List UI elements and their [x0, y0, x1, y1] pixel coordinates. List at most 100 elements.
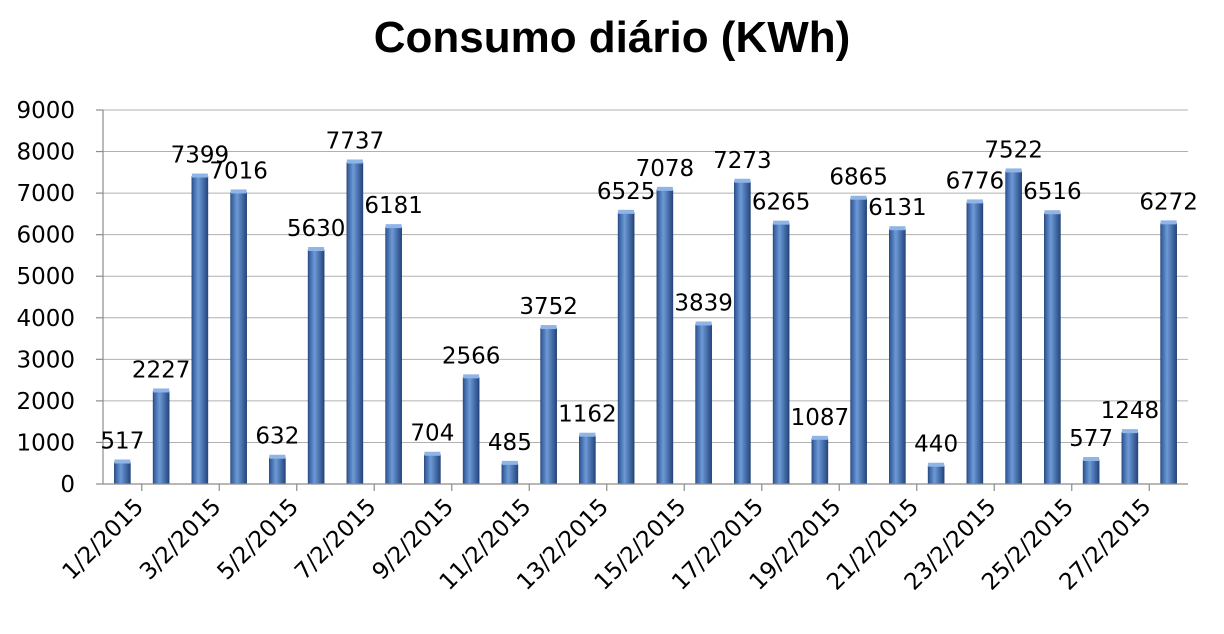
- bar: [191, 176, 209, 485]
- bar-cap: [463, 374, 480, 379]
- bar-cap: [385, 224, 402, 229]
- data-label: 2227: [132, 357, 191, 383]
- chart-title: Consumo diário (KWh): [374, 13, 851, 62]
- bar: [1005, 171, 1022, 485]
- axes: [102, 110, 1188, 485]
- bars: [114, 159, 1177, 485]
- data-label: 7078: [636, 156, 695, 182]
- x-tick-label: 5/2/2015: [213, 494, 304, 585]
- bar: [1160, 223, 1177, 485]
- bar-cap: [269, 454, 286, 459]
- data-label: 2566: [442, 343, 501, 369]
- bar: [579, 435, 596, 485]
- bar: [966, 202, 984, 485]
- bar-cap: [811, 435, 828, 440]
- data-label: 704: [410, 421, 454, 447]
- y-tick-label: 9000: [16, 98, 75, 124]
- data-label: 6131: [868, 195, 927, 221]
- bar: [734, 181, 751, 485]
- x-tick-label: 3/2/2015: [135, 494, 226, 585]
- data-label: 6865: [829, 165, 888, 191]
- bar-cap: [424, 451, 441, 456]
- bar: [889, 228, 906, 485]
- y-tick-label: 7000: [16, 181, 75, 207]
- data-label: 632: [255, 424, 299, 450]
- data-label: 3752: [519, 294, 578, 320]
- y-tick-label: 0: [60, 472, 75, 498]
- data-label: 517: [100, 429, 144, 455]
- y-tick-labels: 0 1000 2000 3000 4000 5000 6000 7000 8000 9000: [16, 98, 103, 498]
- bar: [617, 212, 635, 485]
- bar: [772, 223, 790, 485]
- bar-cap: [191, 173, 208, 178]
- bar: [811, 438, 829, 485]
- y-tick-label: 5000: [16, 264, 75, 290]
- bar-cap: [773, 220, 790, 225]
- y-tick-label: 6000: [16, 223, 75, 249]
- data-label: 6516: [1023, 179, 1082, 205]
- data-label: 7016: [209, 158, 268, 184]
- bar: [269, 457, 286, 485]
- data-label: 5630: [287, 216, 346, 242]
- bar: [230, 192, 247, 485]
- data-label: 6776: [946, 168, 1005, 194]
- bar-cap: [230, 189, 247, 194]
- gridlines: [103, 109, 1188, 443]
- x-tick-label: 1/2/2015: [58, 494, 149, 585]
- data-label: 7737: [326, 128, 385, 154]
- y-tick-label: 2000: [16, 389, 75, 415]
- bar-cap: [889, 226, 906, 231]
- bar-cap: [1160, 220, 1177, 225]
- bar-cap: [1083, 457, 1100, 462]
- bar-cap: [114, 459, 131, 464]
- data-label: 1248: [1101, 398, 1160, 424]
- data-label: 6181: [364, 193, 423, 219]
- bar: [540, 327, 557, 485]
- data-label: 3839: [674, 290, 733, 316]
- x-tick-labels: 1/2/20153/2/20155/2/20157/2/20159/2/2015…: [58, 484, 1156, 596]
- bar: [152, 391, 170, 485]
- bar-cap: [308, 247, 325, 252]
- y-tick-label: 4000: [16, 306, 75, 332]
- data-label: 7273: [713, 148, 772, 174]
- bar-cap: [850, 195, 867, 200]
- bar-cap: [579, 432, 596, 437]
- data-label: 6525: [597, 179, 656, 205]
- bar-cap: [1044, 210, 1061, 215]
- bar: [927, 465, 945, 485]
- bar-cap: [734, 178, 751, 183]
- bar: [695, 324, 712, 485]
- y-tick-label: 3000: [16, 347, 75, 373]
- bar: [1044, 212, 1061, 485]
- bar-cap: [1121, 429, 1138, 434]
- data-label: 485: [488, 430, 532, 456]
- bar: [850, 198, 867, 485]
- bar-cap: [501, 460, 518, 465]
- data-label: 577: [1069, 426, 1113, 452]
- bar-cap: [695, 321, 712, 326]
- bar: [385, 226, 402, 485]
- data-label: 6265: [752, 190, 811, 216]
- bar-cap: [1005, 168, 1022, 173]
- bar-cap: [153, 388, 170, 393]
- bar: [656, 189, 674, 485]
- y-tick-label: 8000: [16, 140, 75, 166]
- bar: [114, 462, 131, 485]
- bar: [462, 377, 480, 485]
- data-label: 7522: [984, 137, 1043, 163]
- bar: [501, 463, 519, 485]
- bar-cap: [540, 325, 557, 330]
- bar-cap: [966, 199, 983, 204]
- data-label: 7399: [171, 143, 230, 169]
- bar: [307, 249, 325, 485]
- x-tick-label: 7/2/2015: [290, 494, 381, 585]
- data-label: 440: [914, 432, 958, 458]
- data-label: 6272: [1139, 189, 1198, 215]
- bar: [424, 454, 441, 485]
- bar-cap: [928, 462, 945, 467]
- bar: [1082, 459, 1100, 485]
- data-label: 1087: [791, 405, 850, 431]
- y-tick-label: 1000: [16, 430, 75, 456]
